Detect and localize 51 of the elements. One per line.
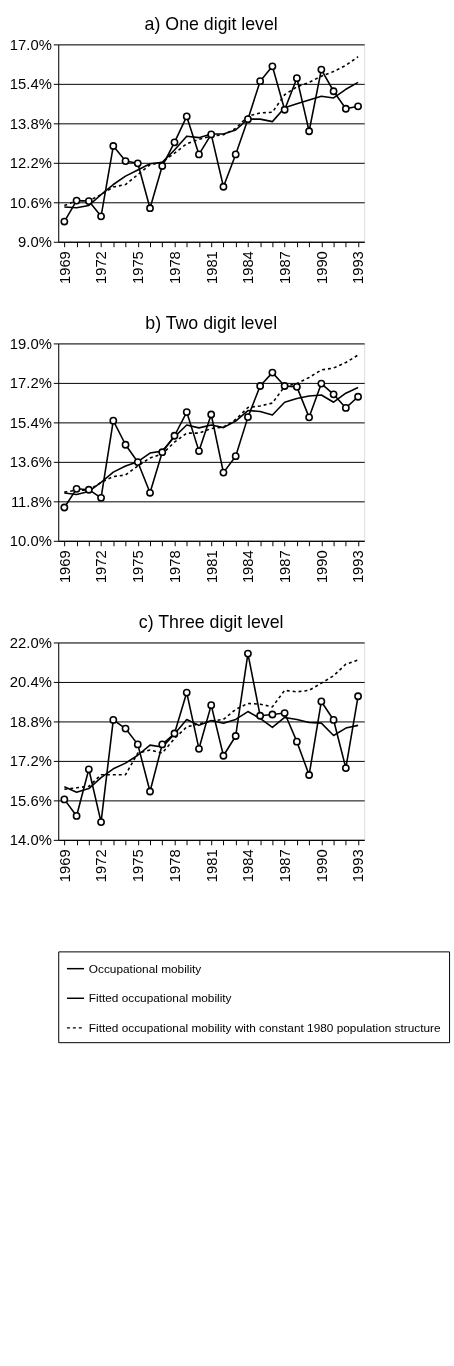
legend-label: Occupational mobility xyxy=(88,961,202,976)
y-tick-label: 17.2% xyxy=(9,753,52,770)
x-tick-label: 1972 xyxy=(93,550,110,584)
y-tick-label: 10.0% xyxy=(9,533,52,550)
x-tick-label: 1975 xyxy=(130,550,147,584)
x-tick-label: 1981 xyxy=(203,550,220,584)
y-tick-label: 17.2% xyxy=(9,375,52,392)
legend-label: Fitted occupational mobility xyxy=(88,991,232,1006)
x-tick-label: 1993 xyxy=(350,251,367,285)
y-tick-label: 12.2% xyxy=(9,155,52,172)
y-tick-label: 15.4% xyxy=(9,76,52,93)
x-tick-label: 1978 xyxy=(166,550,183,584)
x-tick-label: 1990 xyxy=(313,550,330,584)
x-tick-label: 1984 xyxy=(240,550,257,584)
legend-label: Fitted occupational mobility with constant 1980 population structure xyxy=(88,1020,442,1035)
y-tick-label: 13.8% xyxy=(9,115,52,132)
x-tick-label: 1969 xyxy=(56,849,73,883)
y-tick-label: 22.0% xyxy=(9,634,52,651)
x-tick-label: 1993 xyxy=(350,849,367,883)
x-tick-label: 1984 xyxy=(240,849,257,883)
x-tick-label: 1978 xyxy=(166,251,183,285)
y-tick-label: 14.0% xyxy=(9,832,52,849)
x-tick-label: 1981 xyxy=(203,251,220,285)
x-tick-label: 1987 xyxy=(277,550,294,584)
x-tick-label: 1969 xyxy=(56,550,73,584)
y-tick-label: 11.8% xyxy=(10,493,52,510)
y-tick-label: 9.0% xyxy=(18,234,52,251)
x-tick-label: 1975 xyxy=(130,849,147,883)
y-tick-label: 13.6% xyxy=(9,454,52,471)
y-tick-label: 17.0% xyxy=(9,36,52,53)
x-tick-label: 1984 xyxy=(240,251,257,285)
x-tick-label: 1978 xyxy=(166,849,183,883)
x-tick-label: 1990 xyxy=(313,251,330,285)
x-tick-label: 1969 xyxy=(56,251,73,285)
y-tick-label: 15.6% xyxy=(9,792,52,809)
y-tick-label: 10.6% xyxy=(9,194,52,211)
y-tick-label: 20.4% xyxy=(9,674,52,691)
x-tick-label: 1972 xyxy=(93,251,110,285)
y-tick-label: 18.8% xyxy=(9,713,52,730)
chart-title: a) One digit level xyxy=(144,13,278,34)
y-tick-label: 15.4% xyxy=(9,414,52,431)
chart-title: c) Three digit level xyxy=(138,611,284,632)
x-tick-label: 1981 xyxy=(203,849,220,883)
x-tick-label: 1993 xyxy=(350,550,367,584)
y-tick-label: 19.0% xyxy=(9,335,52,352)
x-tick-label: 1972 xyxy=(93,849,110,883)
chart-title: b) Two digit level xyxy=(145,312,278,333)
x-tick-label: 1990 xyxy=(313,849,330,883)
x-tick-label: 1975 xyxy=(130,251,147,285)
x-tick-label: 1987 xyxy=(277,251,294,285)
x-tick-label: 1987 xyxy=(277,849,294,883)
